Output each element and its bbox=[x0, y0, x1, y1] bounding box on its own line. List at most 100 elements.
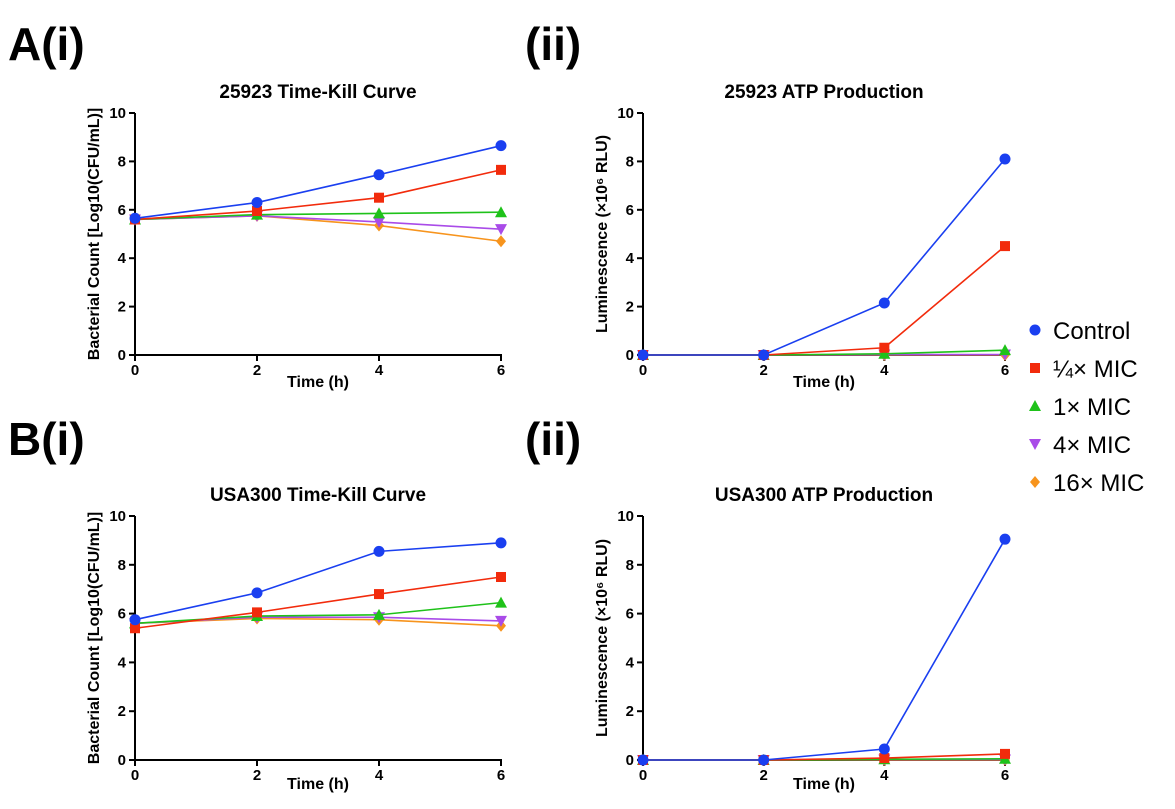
legend-marker bbox=[1030, 476, 1040, 488]
y-tick-label: 4 bbox=[626, 250, 635, 267]
data-point bbox=[758, 754, 770, 766]
series-line bbox=[643, 245, 1006, 356]
series-control bbox=[637, 153, 1011, 361]
x-axis-label: Time (h) bbox=[793, 776, 855, 793]
series-line bbox=[134, 169, 502, 221]
chart-title: 25923 Time-Kill Curve bbox=[219, 82, 416, 103]
y-tick-label: 10 bbox=[109, 105, 126, 122]
data-point bbox=[878, 347, 891, 359]
series-control bbox=[129, 537, 507, 626]
x-tick-label: 4 bbox=[375, 767, 384, 784]
legend-label: Control bbox=[1053, 318, 1130, 345]
x-tick-label: 0 bbox=[639, 767, 647, 784]
legend-marker bbox=[1029, 400, 1041, 411]
x-tick-label: 6 bbox=[1001, 362, 1009, 379]
data-point bbox=[252, 607, 262, 618]
data-point bbox=[878, 743, 890, 755]
x-tick-label: 0 bbox=[639, 362, 647, 379]
data-point bbox=[129, 614, 141, 626]
y-tick-label: 0 bbox=[626, 752, 634, 769]
series--mic bbox=[130, 572, 506, 634]
legend-marker bbox=[1029, 439, 1041, 450]
chart-2: USA300 Time-Kill Curve 0 2 4 6 8 10 0 2 4 6 Time (h… bbox=[86, 485, 507, 793]
legend-item: 4× MIC bbox=[1029, 432, 1131, 459]
y-tick-label: 0 bbox=[118, 752, 126, 769]
data-point bbox=[879, 342, 890, 353]
data-point bbox=[373, 216, 385, 228]
series--mic bbox=[130, 164, 506, 225]
charts: 25923 Time-Kill Curve 0 2 4 6 8 10 0 2 4 6 Time (h)… bbox=[86, 82, 1011, 793]
data-point bbox=[495, 140, 507, 152]
data-point bbox=[129, 212, 141, 224]
x-axis-label: Time (h) bbox=[793, 374, 855, 391]
panel-label-b-i: B(i) bbox=[8, 413, 85, 465]
x-tick-label: 2 bbox=[759, 767, 767, 784]
legend-item: 16× MIC bbox=[1030, 470, 1144, 497]
chart-title: 25923 ATP Production bbox=[724, 82, 923, 103]
y-tick-label: 2 bbox=[118, 703, 126, 720]
x-tick-label: 2 bbox=[759, 362, 767, 379]
panel-label-a-ii: (ii) bbox=[525, 18, 581, 70]
data-point bbox=[495, 596, 507, 608]
data-point bbox=[496, 164, 506, 175]
data-point bbox=[496, 572, 506, 582]
data-point bbox=[1000, 748, 1010, 759]
y-tick-label: 2 bbox=[626, 703, 634, 720]
data-point bbox=[999, 153, 1011, 165]
x-tick-label: 4 bbox=[375, 362, 384, 379]
y-tick-label: 0 bbox=[118, 347, 126, 364]
x-tick-label: 6 bbox=[1001, 767, 1009, 784]
y-tick-label: 8 bbox=[118, 557, 126, 574]
series-control bbox=[129, 140, 507, 224]
y-tick-label: 8 bbox=[626, 153, 634, 170]
y-axis-label: Luminescence (×10⁶ RLU) bbox=[594, 539, 611, 737]
y-axis-label: Bacterial Count [Log10(CFU/mL)] bbox=[86, 108, 103, 360]
x-axis-label: Time (h) bbox=[287, 374, 349, 391]
panel-label-a-i: A(i) bbox=[8, 18, 85, 70]
series-line bbox=[134, 211, 502, 221]
series-line bbox=[643, 158, 1006, 356]
data-point bbox=[373, 545, 385, 557]
y-axis-label: Luminescence (×10⁶ RLU) bbox=[594, 135, 611, 333]
y-tick-label: 2 bbox=[118, 299, 126, 316]
series-control bbox=[637, 533, 1011, 766]
chart-3: USA300 ATP Production 0 2 4 6 8 10 0 2 4 6 Time (h)… bbox=[594, 485, 1011, 793]
data-point bbox=[495, 224, 507, 236]
chart-1: 25923 ATP Production 0 2 4 6 8 10 0 2 4 6 Time (h) L… bbox=[594, 82, 1011, 391]
series-line bbox=[643, 538, 1006, 761]
data-point bbox=[637, 754, 649, 766]
y-tick-label: 6 bbox=[118, 202, 126, 219]
chart-title: USA300 ATP Production bbox=[715, 485, 933, 506]
data-point bbox=[373, 207, 385, 219]
data-point bbox=[999, 344, 1011, 356]
data-point bbox=[495, 615, 507, 627]
y-tick-label: 6 bbox=[626, 606, 634, 623]
data-point bbox=[758, 349, 770, 361]
y-tick-label: 6 bbox=[118, 606, 126, 623]
data-point bbox=[130, 623, 140, 634]
y-tick-label: 4 bbox=[118, 250, 127, 267]
legend-item: Control bbox=[1029, 318, 1130, 345]
data-point bbox=[251, 587, 263, 599]
y-tick-label: 10 bbox=[617, 508, 634, 525]
legend-item: ¼× MIC bbox=[1030, 356, 1138, 383]
data-point bbox=[637, 349, 649, 361]
series--mic bbox=[638, 241, 1010, 360]
x-tick-label: 2 bbox=[253, 767, 261, 784]
legend-marker bbox=[1029, 324, 1041, 336]
y-tick-label: 2 bbox=[626, 299, 634, 316]
data-point bbox=[374, 192, 384, 203]
data-point bbox=[878, 297, 890, 309]
series-line bbox=[134, 601, 502, 625]
x-tick-label: 4 bbox=[880, 767, 889, 784]
data-point bbox=[496, 235, 506, 248]
x-tick-label: 2 bbox=[253, 362, 261, 379]
data-point bbox=[1000, 241, 1010, 252]
legend-label: 16× MIC bbox=[1053, 470, 1144, 497]
data-point bbox=[252, 206, 262, 217]
x-tick-label: 6 bbox=[497, 362, 505, 379]
x-tick-label: 0 bbox=[131, 767, 139, 784]
x-tick-label: 4 bbox=[880, 362, 889, 379]
y-tick-label: 8 bbox=[626, 557, 634, 574]
